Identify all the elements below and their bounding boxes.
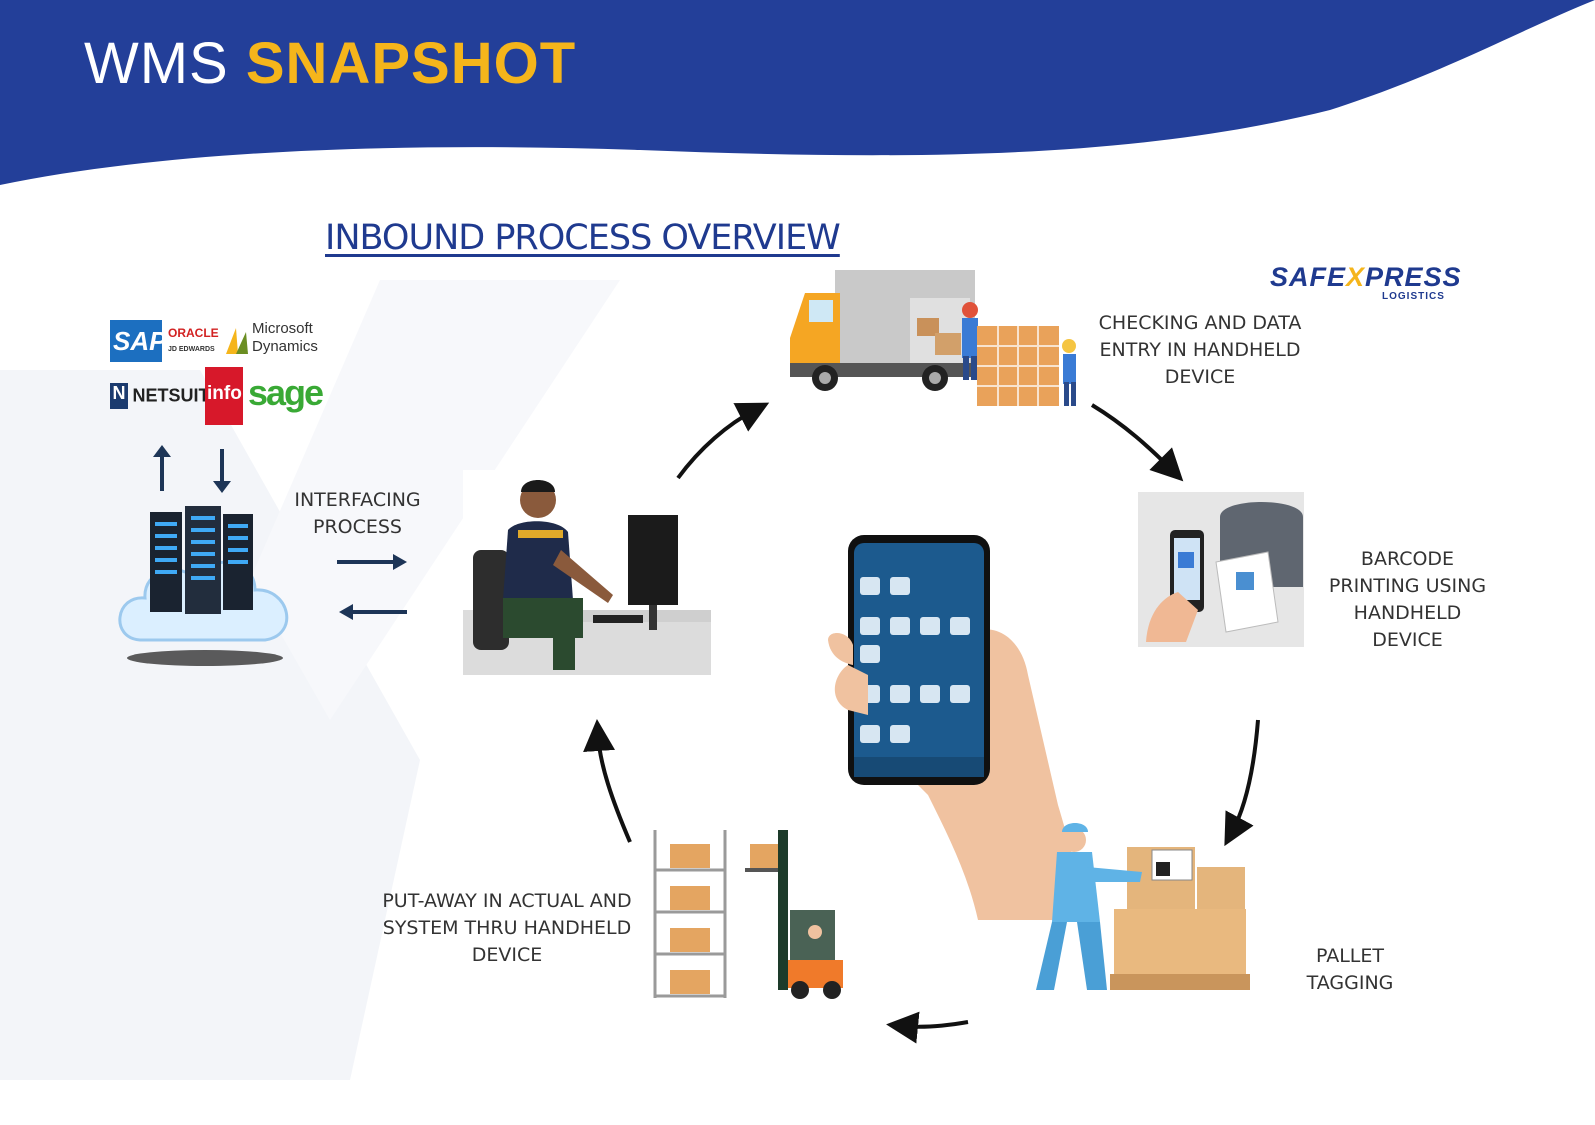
barcode-printer-image <box>1138 492 1304 647</box>
step-checking-label: CHECKING AND DATA ENTRY IN HANDHELD DEVI… <box>1098 312 1302 388</box>
sage-logo: sage <box>248 372 324 413</box>
office-worker-image <box>463 470 711 675</box>
interfacing-arrows <box>337 554 407 620</box>
sap-logo: SAP <box>110 320 166 362</box>
safexpress-logo: SAFEXPRESS <box>1270 262 1462 292</box>
netsuite-logo: N NETSUITE <box>110 383 221 413</box>
pallet-tagging-image <box>1036 823 1250 990</box>
step-putaway-label: PUT-AWAY IN ACTUAL AND SYSTEM THRU HANDH… <box>382 890 632 966</box>
step-barcode-label: BARCODE PRINTING USING HANDHELD DEVICE <box>1328 548 1487 651</box>
oracle-logo: ORACLE JD EDWARDS <box>168 326 219 353</box>
infor-logo: infor <box>205 367 249 425</box>
delivery-truck-image <box>790 270 1076 406</box>
title-part-wms: WMS <box>84 31 229 96</box>
cloud-server-icon <box>118 506 289 666</box>
diagram-title: INBOUND PROCESS OVERVIEW <box>325 218 841 258</box>
putaway-forklift-image <box>653 830 843 999</box>
erp-sync-arrows <box>153 445 231 493</box>
header-band <box>0 0 1595 185</box>
microsoft-dynamics-logo: Microsoft Dynamics <box>252 320 318 355</box>
handheld-phone-image <box>828 535 1083 920</box>
step-interfacing-label: INTERFACING PROCESS <box>294 489 421 538</box>
step-pallet-tagging-label: PALLET TAGGING <box>1306 945 1394 994</box>
page-title: WMS SNAPSHOT <box>84 30 576 97</box>
safexpress-logo-sub: LOGISTICS <box>1382 291 1445 302</box>
dynamics-icon <box>226 328 248 354</box>
title-part-snapshot: SNAPSHOT <box>245 31 577 96</box>
